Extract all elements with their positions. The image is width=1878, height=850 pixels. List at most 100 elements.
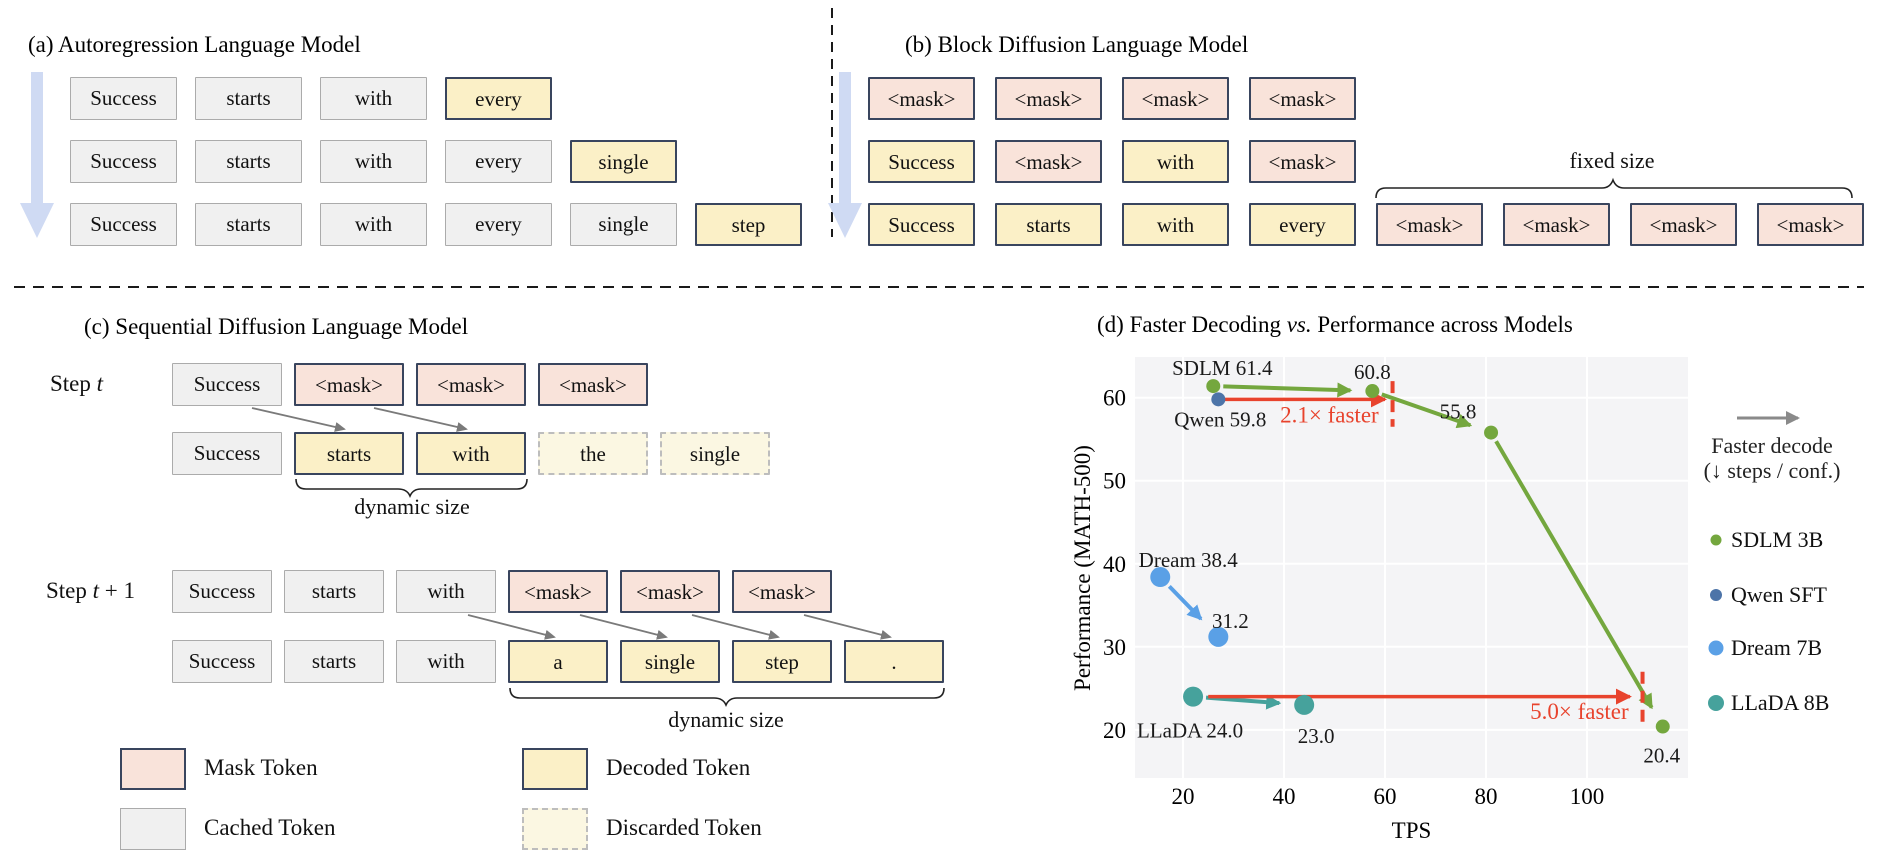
cached-token: with	[320, 77, 427, 120]
decoded-token: with	[416, 432, 526, 475]
mask-token: <mask>	[508, 570, 608, 613]
plot-area	[1135, 357, 1688, 778]
chart-point	[1211, 392, 1226, 407]
series-arrow	[1381, 392, 1473, 429]
y-tick-label: 60	[1103, 386, 1126, 411]
legend-entry-label: SDLM 3B	[1731, 527, 1823, 552]
mask-token: <mask>	[1122, 77, 1229, 120]
cached-token: Success	[172, 570, 272, 613]
mask-token: <mask>	[995, 77, 1102, 120]
cached-token: with	[320, 140, 427, 183]
dynamic-size-brace-2	[509, 687, 945, 708]
series-arrow	[1223, 382, 1353, 398]
chart-point-label: Dream 38.4	[1139, 548, 1239, 572]
mask-token: <mask>	[1503, 203, 1610, 246]
panel-a-row-3: Success starts with every single step	[0, 203, 1878, 246]
decode-connector-arrow	[373, 407, 468, 432]
decoded-token: starts	[995, 203, 1102, 246]
panel-c-title: (c) Sequential Diffusion Language Model	[84, 314, 469, 339]
discarded-token-swatch	[522, 808, 588, 850]
cached-token: with	[320, 203, 427, 246]
chart-point	[1208, 626, 1229, 647]
mask-token: <mask>	[732, 570, 832, 613]
mask-token: <mask>	[416, 363, 526, 406]
cached-token: starts	[195, 203, 302, 246]
mask-token: <mask>	[1376, 203, 1483, 246]
step-t-decoded-row: Success starts with the single	[0, 432, 1878, 475]
decoded-token: a	[508, 640, 608, 683]
x-tick-label: 60	[1373, 784, 1396, 809]
decoded-token: step	[732, 640, 832, 683]
mask-token: <mask>	[538, 363, 648, 406]
cached-token: with	[396, 640, 496, 683]
decoded-token: starts	[294, 432, 404, 475]
annotation-label: 2.1× faster	[1280, 403, 1379, 428]
performance-chart: 20 40 60 80 100 20 30 40 50 60 TPS Performance (MAT…	[1070, 356, 1841, 842]
decoded-token: .	[844, 640, 944, 683]
panel-b-row-1: <mask> <mask> <mask> <mask>	[0, 77, 1878, 120]
legend-label: Mask Token	[204, 755, 318, 780]
fixed-size-label: fixed size	[1569, 148, 1655, 173]
chart-point	[1183, 686, 1204, 707]
cached-token-swatch	[120, 808, 186, 850]
legend-label: Decoded Token	[606, 755, 751, 780]
cached-token: Success	[172, 640, 272, 683]
chart-point-label: 31.2	[1212, 609, 1249, 633]
decode-connector-arrow	[803, 614, 892, 640]
cached-token: starts	[195, 77, 302, 120]
panel-b-row-2: Success <mask> with <mask>	[0, 140, 1878, 183]
panel-a-title: (a) Autoregression Language Model	[28, 32, 361, 57]
step-t-mask-row: Success <mask> <mask> <mask>	[0, 363, 1878, 406]
chart-point-label: SDLM 61.4	[1172, 356, 1273, 380]
discarded-token: the	[538, 432, 648, 475]
chart-point-label: LLaDA 24.0	[1137, 719, 1243, 743]
decoded-token: Success	[868, 203, 975, 246]
mask-token-swatch	[120, 748, 186, 790]
dynamic-size-label-2: dynamic size	[668, 707, 784, 732]
y-tick-label: 30	[1103, 635, 1126, 660]
cached-token: with	[396, 570, 496, 613]
decode-connector-arrow	[467, 614, 556, 640]
decoded-token: every	[1249, 203, 1356, 246]
decoded-token: with	[1122, 140, 1229, 183]
cached-token: Success	[70, 203, 177, 246]
legend-label: Discarded Token	[606, 815, 762, 840]
decoded-token: single	[620, 640, 720, 683]
legend-dot-icon	[1710, 589, 1722, 601]
y-tick-label: 50	[1103, 469, 1126, 494]
y-axis-label: Performance (MATH-500)	[1070, 445, 1095, 691]
decode-connector-arrow	[579, 614, 668, 640]
step-t1-mask-row: Success starts with <mask> <mask> <mask>	[0, 570, 1878, 613]
x-tick-label: 40	[1272, 784, 1295, 809]
chart-point	[1365, 384, 1380, 399]
panel-d-title: (d) Faster Decoding vs. Performance acro…	[1097, 312, 1573, 337]
chart-point	[1484, 425, 1499, 440]
decode-connector-arrow	[691, 614, 780, 640]
decoded-token: step	[695, 203, 802, 246]
chart-point	[1294, 694, 1315, 715]
cached-token: Success	[172, 363, 282, 406]
legend-entry-label: Dream 7B	[1731, 635, 1822, 660]
chart-point	[1150, 567, 1171, 588]
chart-point-label: Qwen 59.8	[1174, 407, 1266, 431]
cached-token: starts	[284, 640, 384, 683]
mask-token: <mask>	[1757, 203, 1864, 246]
legend-note-line: Faster decode	[1711, 433, 1833, 458]
x-tick-label: 20	[1171, 784, 1194, 809]
y-tick-label: 40	[1103, 552, 1126, 577]
chart-point-label: 60.8	[1354, 360, 1391, 384]
legend-entry-label: Qwen SFT	[1731, 582, 1828, 607]
decoded-token: every	[445, 77, 552, 120]
chart-point-label: 55.8	[1440, 400, 1477, 424]
panel-b-row-3: Success starts with every <mask> <mask> <mask>…	[0, 203, 1878, 246]
mask-token: <mask>	[620, 570, 720, 613]
mask-token: <mask>	[294, 363, 404, 406]
chart-point	[1206, 379, 1221, 394]
cached-token: Success	[172, 432, 282, 475]
legend-dot-icon	[1710, 534, 1722, 546]
cached-token: every	[445, 203, 552, 246]
mask-token: <mask>	[995, 140, 1102, 183]
cached-token: every	[445, 140, 552, 183]
legend-note-line: (↓ steps / conf.)	[1704, 458, 1841, 483]
